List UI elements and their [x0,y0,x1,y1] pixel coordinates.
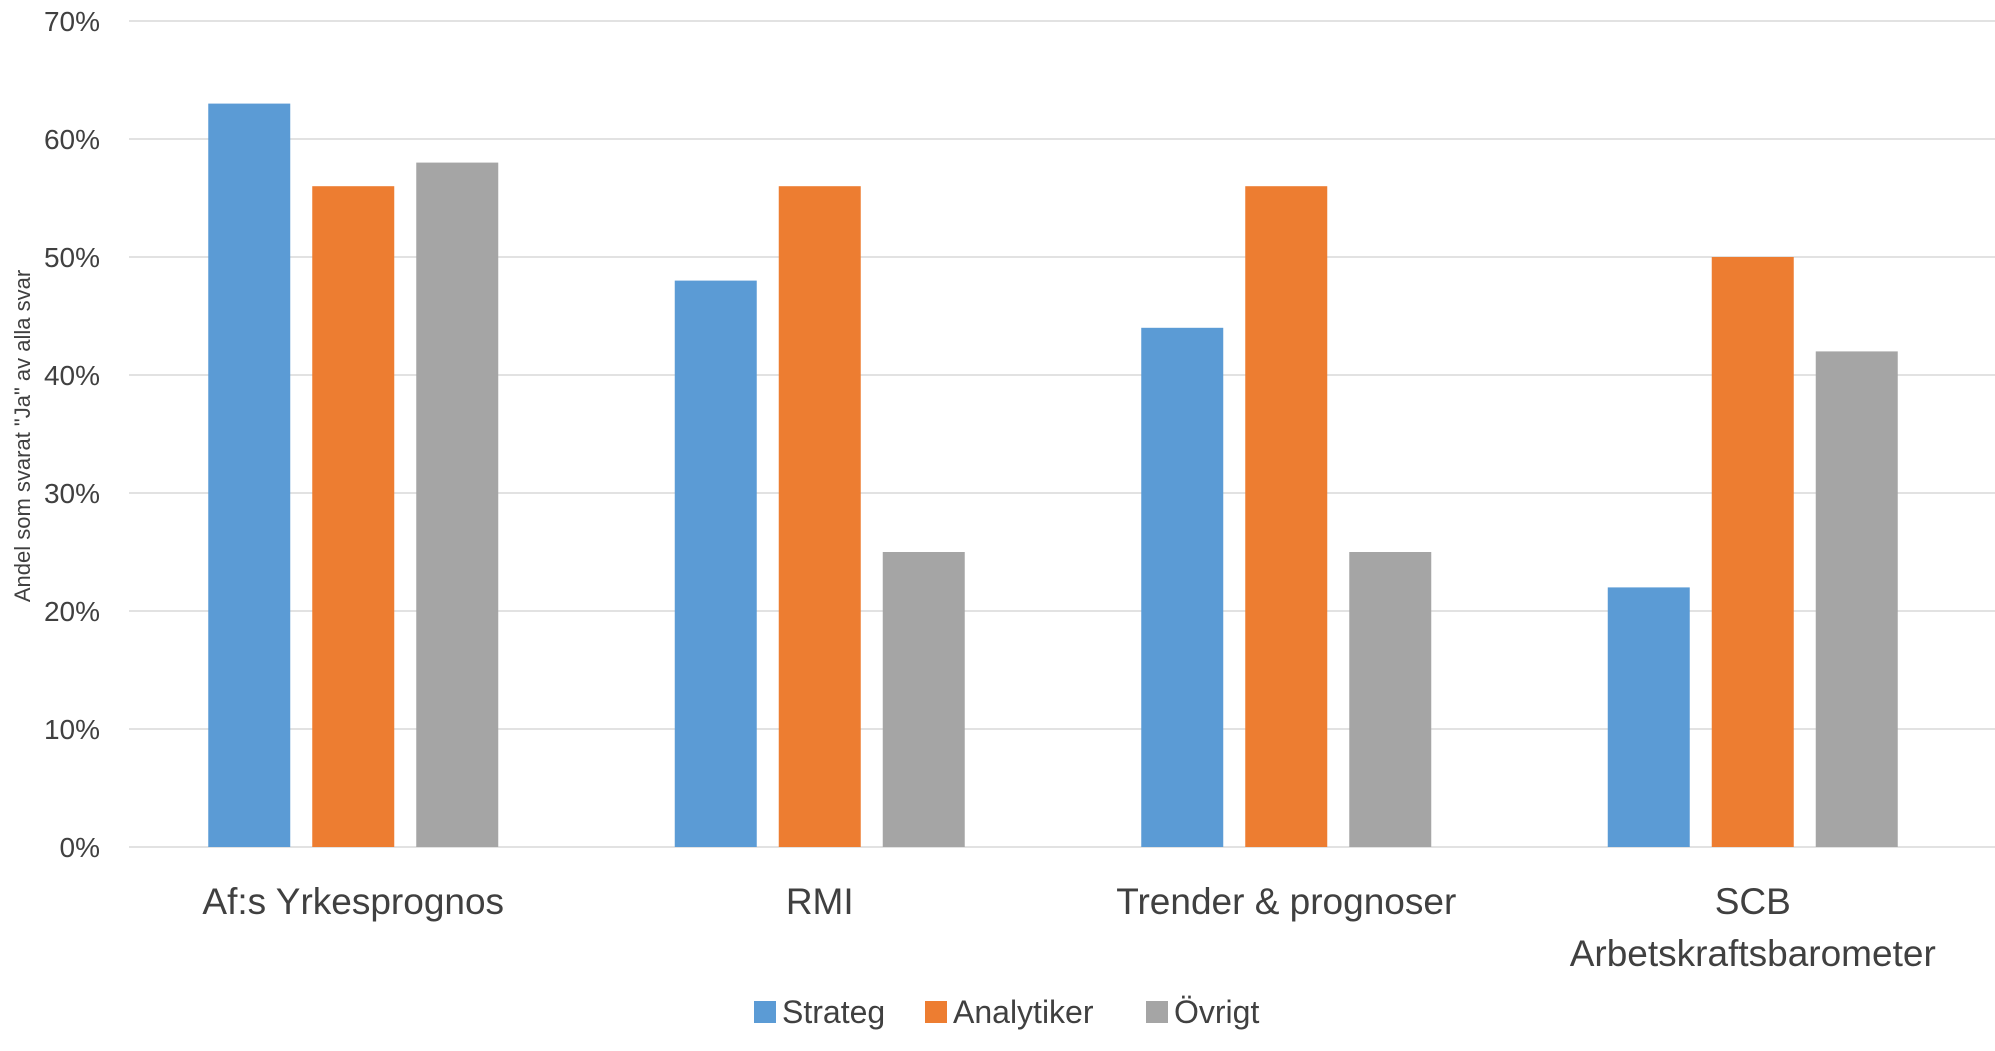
bars [208,103,1898,848]
y-tick-label: 50% [44,242,100,273]
legend-item-övrigt[interactable]: Övrigt [1146,994,1259,1030]
legend-item-analytiker[interactable]: Analytiker [925,994,1094,1030]
bar-analytiker[interactable] [1711,257,1794,847]
x-category-label: SCB [1715,881,1791,922]
legend-swatch [925,1001,947,1023]
legend-label: Övrigt [1174,994,1259,1030]
x-category-label: Arbetskraftsbarometer [1570,933,1936,974]
bar-övrigt[interactable] [882,552,965,847]
legend-label: Analytiker [953,994,1094,1030]
bar-analytiker[interactable] [1245,186,1328,847]
y-tick-label: 70% [44,6,100,37]
bar-övrigt[interactable] [1815,351,1898,847]
y-tick-label: 30% [44,478,100,509]
bar-analytiker[interactable] [778,186,861,847]
y-tick-label: 20% [44,596,100,627]
y-tick-label: 10% [44,714,100,745]
legend[interactable]: Strateg Analytiker Övrigt [754,994,1259,1030]
bar-strateg[interactable] [1607,587,1690,847]
bar-strateg[interactable] [674,280,757,848]
legend-swatch [1146,1001,1168,1023]
x-category-label: RMI [786,881,854,922]
x-category-label: Trender & prognoser [1116,881,1456,922]
bar-strateg[interactable] [1141,327,1224,847]
y-tick-label: 0% [60,832,100,863]
bar-övrigt[interactable] [1349,552,1432,847]
y-tick-label: 60% [44,124,100,155]
legend-item-strateg[interactable]: Strateg [754,994,885,1030]
y-axis-ticks: 0% 10% 20% 30% 40% 50% 60% 70% [44,6,100,863]
legend-swatch [754,1001,776,1023]
bar-analytiker[interactable] [312,186,395,847]
y-axis-title: Andel som svarat "Ja" av alla svar [10,270,35,602]
legend-label: Strateg [782,994,885,1030]
bar-övrigt[interactable] [416,162,499,848]
x-category-label: Af:s Yrkesprognos [202,881,504,922]
y-tick-label: 40% [44,360,100,391]
bar-strateg[interactable] [208,103,291,848]
x-axis-labels: Af:s Yrkesprognos RMI Trender & prognoser S… [202,881,1935,974]
